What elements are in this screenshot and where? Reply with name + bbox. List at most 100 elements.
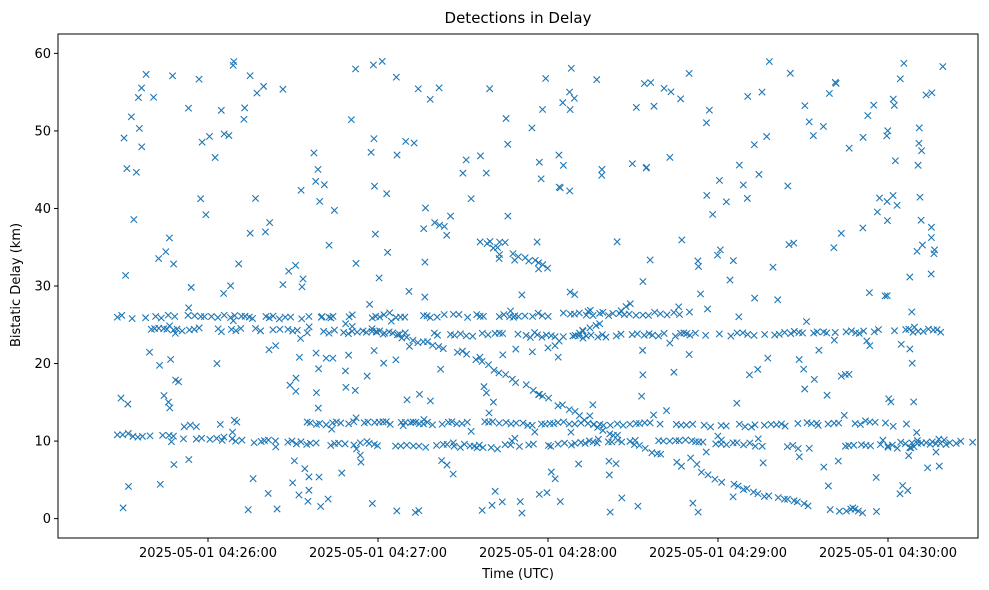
data-point-759 <box>266 218 274 227</box>
data-point-839 <box>555 183 563 191</box>
data-point-702 <box>512 345 520 353</box>
data-point-218 <box>191 312 199 320</box>
data-point-444 <box>558 401 567 409</box>
data-point-204 <box>856 420 864 428</box>
data-point-757 <box>363 372 371 380</box>
data-point-949 <box>639 277 647 286</box>
data-point-493 <box>476 238 484 246</box>
data-point-256 <box>455 310 463 319</box>
data-point-154 <box>512 419 520 427</box>
data-point-671 <box>198 138 206 146</box>
data-point-413 <box>348 322 356 331</box>
data-point-511 <box>586 324 594 332</box>
data-point-82 <box>675 437 683 445</box>
data-point-587 <box>881 292 889 300</box>
data-point-875 <box>138 143 146 151</box>
data-point-178 <box>646 419 654 427</box>
data-point-466 <box>718 478 726 486</box>
data-point-339 <box>478 329 486 337</box>
data-point-45 <box>422 443 430 451</box>
data-point-584 <box>420 225 428 233</box>
data-point-314 <box>303 329 311 337</box>
data-point-687 <box>840 411 848 419</box>
data-point-795 <box>837 229 845 237</box>
data-point-438 <box>522 381 530 389</box>
data-point-435 <box>502 370 510 379</box>
data-point-902 <box>570 94 578 102</box>
data-point-756 <box>830 244 838 252</box>
data-point-211 <box>128 314 136 323</box>
data-point-821 <box>755 170 763 178</box>
data-point-316 <box>325 329 333 337</box>
data-point-517 <box>626 300 634 308</box>
data-point-879 <box>162 248 170 256</box>
data-point-881 <box>795 453 803 461</box>
data-point-761 <box>220 289 228 298</box>
data-point-18 <box>238 436 246 444</box>
data-point-488 <box>859 509 867 517</box>
data-point-42 <box>403 441 411 449</box>
data-point-538 <box>535 490 543 498</box>
data-point-632 <box>735 313 743 321</box>
data-point-209 <box>113 313 121 321</box>
data-point-750 <box>480 383 488 391</box>
data-point-814 <box>908 308 916 316</box>
data-point-329 <box>389 329 397 337</box>
y-tick-label-50: 50 <box>34 124 51 139</box>
data-point-848 <box>229 317 237 325</box>
data-point-773 <box>261 228 270 236</box>
data-point-753 <box>584 308 592 316</box>
data-point-285 <box>644 311 653 320</box>
data-point-216 <box>171 312 179 321</box>
data-point-765 <box>137 84 146 92</box>
data-point-530 <box>952 439 960 448</box>
data-point-340 <box>484 331 492 339</box>
data-point-109 <box>897 438 905 446</box>
data-point-490 <box>431 219 439 227</box>
data-point-877 <box>235 260 243 268</box>
data-point-543 <box>314 404 322 412</box>
data-point-885 <box>628 160 636 168</box>
data-point-442 <box>545 394 553 402</box>
data-point-26 <box>292 440 300 448</box>
data-point-661 <box>435 84 443 92</box>
data-point-141 <box>428 421 437 429</box>
data-point-780 <box>889 191 897 200</box>
data-point-568 <box>547 468 555 476</box>
data-point-161 <box>550 420 558 428</box>
data-point-548 <box>289 479 297 487</box>
data-point-415 <box>373 328 381 336</box>
data-point-560 <box>689 499 697 507</box>
data-point-637 <box>586 412 594 420</box>
data-point-714 <box>420 416 428 424</box>
data-point-174 <box>626 420 634 428</box>
data-point-861 <box>754 435 762 443</box>
data-point-142 <box>438 420 446 428</box>
data-point-269 <box>538 312 546 320</box>
data-point-693 <box>547 442 555 450</box>
data-point-64 <box>560 439 569 447</box>
data-point-319 <box>344 330 353 338</box>
data-point-721 <box>873 208 881 216</box>
data-point-196 <box>781 422 789 430</box>
data-point-703 <box>647 78 655 87</box>
data-point-889 <box>685 350 693 359</box>
data-point-704 <box>835 419 843 427</box>
data-point-43 <box>409 442 417 450</box>
data-point-337 <box>462 332 470 340</box>
data-point-310 <box>276 325 284 333</box>
y-axis-title: Bistatic Delay (km) <box>9 223 24 347</box>
data-point-928 <box>230 416 238 424</box>
data-point-539 <box>939 62 947 71</box>
data-point-645 <box>538 105 547 113</box>
data-point-103 <box>850 441 858 449</box>
data-point-309 <box>269 326 277 334</box>
data-point-107 <box>876 440 885 449</box>
data-point-699 <box>566 187 574 195</box>
data-point-836 <box>259 82 268 90</box>
data-point-843 <box>485 409 493 417</box>
data-point-853 <box>666 339 674 347</box>
data-point-394 <box>842 328 850 336</box>
data-point-201 <box>824 420 832 428</box>
data-point-321 <box>353 328 361 336</box>
